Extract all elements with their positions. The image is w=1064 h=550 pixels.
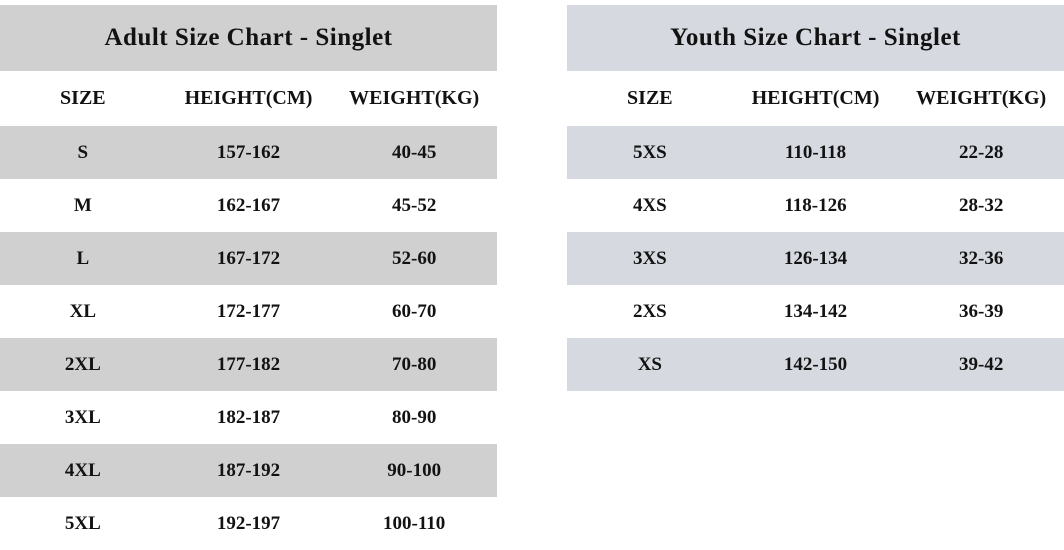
size-cell: 2XS — [632, 300, 667, 322]
table-row: 2XS 134-142 36-39 — [567, 285, 1064, 338]
table-row: M 162-167 45-52 — [0, 179, 497, 232]
column-header: WEIGHT(KG) — [916, 87, 1047, 109]
weight-cell: 90-100 — [387, 459, 442, 481]
column-header: SIZE — [60, 87, 106, 109]
table-row: XS 142-150 39-42 — [567, 338, 1064, 391]
weight-cell: 60-70 — [392, 300, 437, 322]
weight-cell: 80-90 — [392, 406, 437, 428]
table-row: S 157-162 40-45 — [0, 126, 497, 179]
table-row: 5XL 192-197 100-110 — [0, 497, 497, 550]
height-cell: 134-142 — [783, 300, 848, 322]
column-header: HEIGHT(CM) — [184, 87, 313, 109]
size-cell: 4XS — [632, 194, 667, 216]
weight-cell: 52-60 — [392, 247, 437, 269]
height-cell: 167-172 — [216, 247, 281, 269]
height-cell: 192-197 — [216, 512, 281, 534]
height-cell: 126-134 — [783, 247, 848, 269]
table-row: 3XL 182-187 80-90 — [0, 391, 497, 444]
height-cell: 162-167 — [216, 194, 281, 216]
weight-cell: 40-45 — [392, 141, 437, 163]
size-cell: XL — [69, 300, 97, 322]
adult-size-chart: Adult Size Chart - Singlet SIZE HEIGHT(CM… — [0, 5, 497, 550]
table-row: 5XS 110-118 22-28 — [567, 126, 1064, 179]
weight-cell: 39-42 — [959, 353, 1004, 375]
weight-cell: 100-110 — [383, 512, 446, 534]
table-row: 3XS 126-134 32-36 — [567, 232, 1064, 285]
adult-size-chart-title: Adult Size Chart - Singlet — [0, 5, 497, 71]
size-cell: 5XL — [64, 512, 101, 534]
table-row: XL 172-177 60-70 — [0, 285, 497, 338]
adult-size-chart-table: SIZE HEIGHT(CM) WEIGHT(KG) S 157-162 40-45 M 16… — [0, 71, 497, 550]
height-cell: 157-162 — [216, 141, 281, 163]
table-row: L 167-172 52-60 — [0, 232, 497, 285]
size-cell: 3XS — [632, 247, 667, 269]
size-cell: XS — [637, 353, 662, 375]
height-cell: 118-126 — [784, 194, 847, 216]
size-cell: 2XL — [64, 353, 101, 375]
weight-cell: 70-80 — [392, 353, 437, 375]
table-row: 4XS 118-126 28-32 — [567, 179, 1064, 232]
table-row: 2XL 177-182 70-80 — [0, 338, 497, 391]
youth-size-chart-title: Youth Size Chart - Singlet — [567, 5, 1064, 71]
column-header-row: SIZE HEIGHT(CM) WEIGHT(KG) — [567, 71, 1064, 126]
height-cell: 172-177 — [216, 300, 281, 322]
column-header: HEIGHT(CM) — [751, 87, 880, 109]
weight-cell: 36-39 — [959, 300, 1004, 322]
column-header: WEIGHT(KG) — [349, 87, 480, 109]
size-cell: 3XL — [64, 406, 101, 428]
youth-size-chart: Youth Size Chart - Singlet SIZE HEIGHT(CM… — [567, 5, 1064, 391]
size-cell: M — [73, 194, 92, 216]
height-cell: 187-192 — [216, 459, 281, 481]
size-cell: S — [77, 141, 89, 163]
height-cell: 142-150 — [783, 353, 848, 375]
youth-size-chart-table: SIZE HEIGHT(CM) WEIGHT(KG) 5XS 110-118 22-28 4… — [567, 71, 1064, 391]
size-cell: 5XS — [632, 141, 667, 163]
column-header-row: SIZE HEIGHT(CM) WEIGHT(KG) — [0, 71, 497, 126]
height-cell: 182-187 — [216, 406, 281, 428]
table-row: 4XL 187-192 90-100 — [0, 444, 497, 497]
weight-cell: 28-32 — [959, 194, 1004, 216]
weight-cell: 22-28 — [959, 141, 1004, 163]
weight-cell: 32-36 — [959, 247, 1004, 269]
size-cell: 4XL — [64, 459, 101, 481]
size-cell: L — [76, 247, 90, 269]
height-cell: 177-182 — [216, 353, 281, 375]
column-header: SIZE — [627, 87, 673, 109]
weight-cell: 45-52 — [392, 194, 437, 216]
height-cell: 110-118 — [784, 141, 847, 163]
